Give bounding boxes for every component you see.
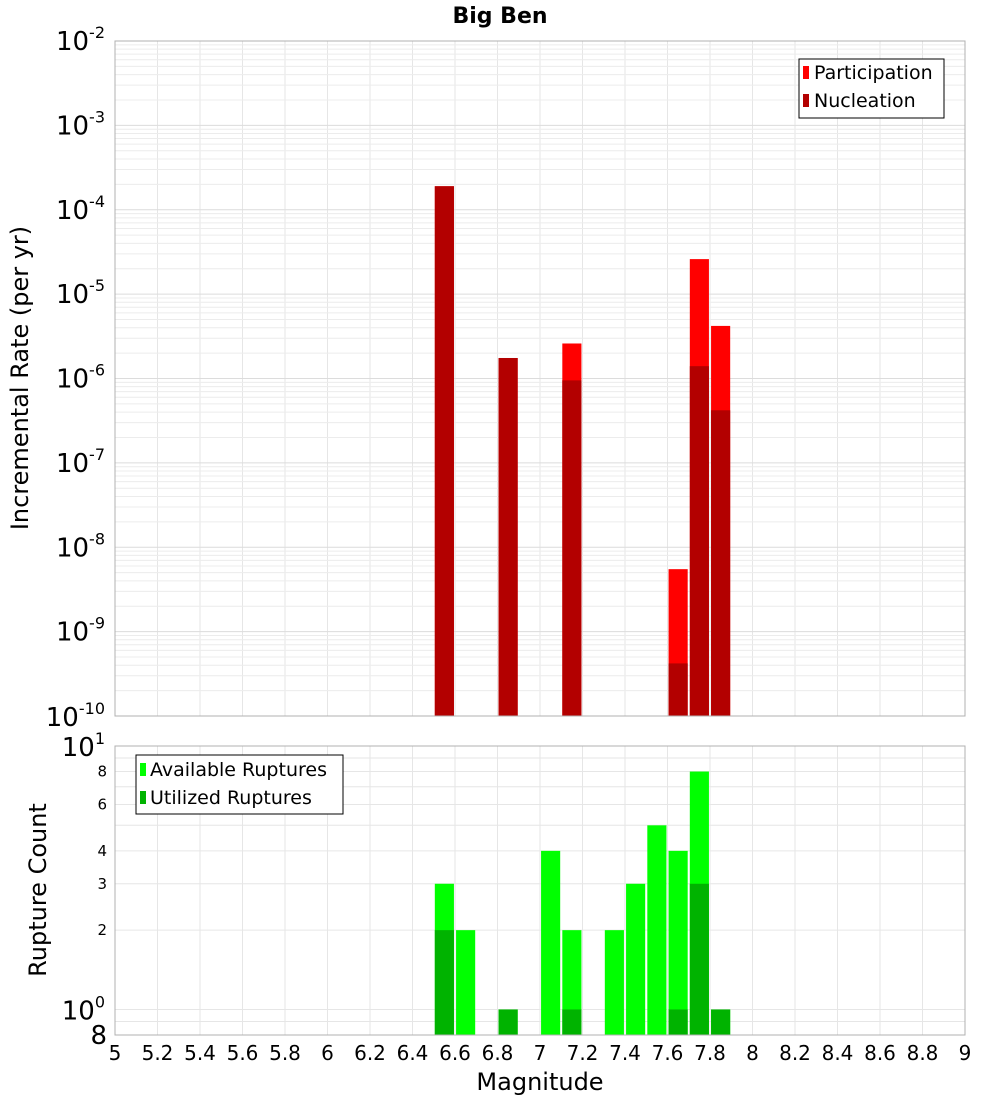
x-tick-label: 7.6 <box>652 1041 684 1065</box>
utilized-bar <box>562 1009 582 1035</box>
bottom-y-tick-label: 3 <box>97 875 107 893</box>
chart-title: Big Ben <box>452 4 547 29</box>
bottom-y-axis-label: Rupture Count <box>24 803 52 977</box>
bottom-y-tick-label: 101 <box>62 729 105 763</box>
x-tick-label: 8.8 <box>907 1041 939 1065</box>
legend-swatch-available <box>140 763 146 776</box>
bottom-bars <box>434 771 731 1035</box>
bottom-plot-frame <box>114 745 966 1036</box>
bottom-y-tick-label: 6 <box>97 795 107 813</box>
x-axis-label: Magnitude <box>476 1068 603 1096</box>
x-tick-label: 9 <box>959 1041 972 1065</box>
x-tick-label: 5.8 <box>269 1041 301 1065</box>
bottom-y-tick-label: 8 <box>97 763 107 781</box>
bottom-y-tick-label: 100 <box>62 992 105 1026</box>
bottom-y-tick-label: 2 <box>97 921 107 939</box>
top-y-axis-label: Incremental Rate (per yr) <box>6 226 34 530</box>
top-legend-box <box>798 58 945 119</box>
available-bar <box>562 930 582 1035</box>
top-plot: 10-2 10-3 10-4 10-5 10-6 10-7 10-8 10-9 10-10 In… <box>6 23 966 733</box>
legend-label-participation: Participation <box>814 62 933 84</box>
top-y-tick-label: 10-2 <box>56 23 105 57</box>
utilized-bar <box>498 1009 518 1035</box>
top-bars <box>434 186 731 716</box>
available-bar <box>647 825 667 1035</box>
utilized-bar <box>689 883 709 1035</box>
nucleation-bar <box>711 410 731 716</box>
top-y-tick-label: 10-4 <box>56 192 105 226</box>
x-tick-labels: 5 5.2 5.4 5.6 5.8 6 6.2 6.4 6.6 6.8 7 7.2 7.4 7.6 7.8 8… <box>109 1041 972 1065</box>
bottom-legend-box <box>135 754 344 815</box>
available-bar <box>456 930 476 1035</box>
top-legend: Participation Nucleation <box>798 58 945 119</box>
nucleation-bar <box>668 663 688 716</box>
top-y-tick-label: 10-5 <box>56 276 105 310</box>
legend-swatch-participation <box>803 66 809 79</box>
x-tick-label: 6.2 <box>354 1041 386 1065</box>
legend-swatch-utilized <box>140 791 146 804</box>
x-tick-label: 7.8 <box>694 1041 726 1065</box>
x-tick-label: 5 <box>109 1041 122 1065</box>
x-tick-label: 6 <box>321 1041 334 1065</box>
top-grid <box>114 41 966 717</box>
available-bar <box>541 850 561 1035</box>
nucleation-bar <box>434 186 454 716</box>
nucleation-bar <box>562 380 582 716</box>
x-tick-label: 7.2 <box>567 1041 599 1065</box>
x-tick-label: 8 <box>746 1041 759 1065</box>
utilized-bar <box>434 930 454 1035</box>
bottom-y-tick-label: 4 <box>97 842 107 860</box>
top-y-tick-label: 10-8 <box>56 529 105 563</box>
top-plot-frame <box>114 40 966 717</box>
available-bar <box>604 930 624 1035</box>
x-tick-label: 6.4 <box>397 1041 429 1065</box>
x-tick-label: 6.6 <box>439 1041 471 1065</box>
bottom-grid <box>114 745 966 1036</box>
top-y-tick-labels: 10-2 10-3 10-4 10-5 10-6 10-7 10-8 10-9 10-10 <box>46 23 105 733</box>
legend-label-available: Available Ruptures <box>150 759 327 781</box>
x-tick-label: 8.2 <box>779 1041 811 1065</box>
top-y-tick-label: 10-6 <box>56 361 105 395</box>
x-tick-label: 8.4 <box>822 1041 854 1065</box>
x-tick-label: 7 <box>534 1041 547 1065</box>
x-tick-label: 5.2 <box>142 1041 174 1065</box>
top-y-tick-label: 10-9 <box>56 614 105 648</box>
x-tick-label: 8.6 <box>864 1041 896 1065</box>
x-tick-label: 5.4 <box>184 1041 216 1065</box>
x-tick-label: 6.8 <box>482 1041 514 1065</box>
available-bar <box>626 883 646 1035</box>
bottom-legend: Available Ruptures Utilized Ruptures <box>135 754 344 815</box>
x-tick-label: 5.6 <box>227 1041 259 1065</box>
top-y-tick-label: 10-10 <box>46 699 105 733</box>
utilized-bar <box>711 1009 731 1035</box>
bottom-y-tick-label: 8 <box>90 1021 107 1051</box>
legend-label-nucleation: Nucleation <box>814 90 916 112</box>
top-y-tick-label: 10-7 <box>56 445 105 479</box>
available-bar <box>668 850 688 1035</box>
top-y-tick-label: 10-3 <box>56 107 105 141</box>
utilized-bar <box>668 1009 688 1035</box>
x-tick-label: 7.4 <box>609 1041 641 1065</box>
legend-label-utilized: Utilized Ruptures <box>150 787 312 809</box>
legend-swatch-nucleation <box>803 94 809 107</box>
nucleation-bar <box>689 366 709 716</box>
nucleation-bar <box>498 357 518 716</box>
